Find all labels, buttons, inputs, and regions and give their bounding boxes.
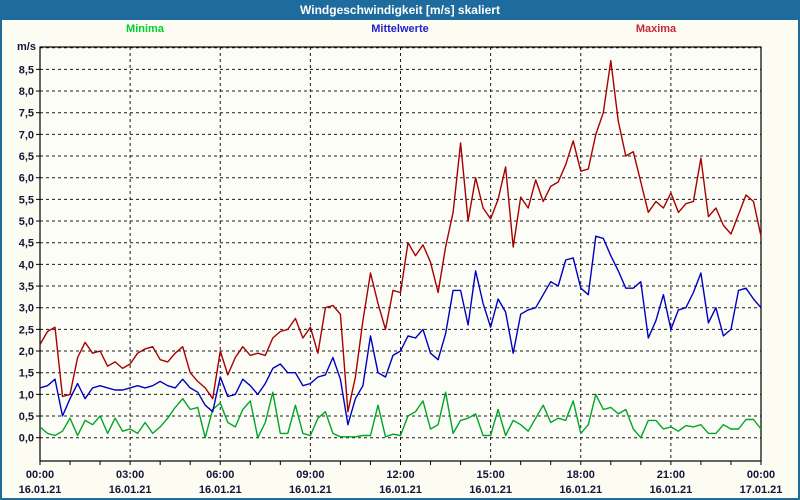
series-mittelwerte-line — [39, 235, 762, 426]
x-tick-date: 16.01.21 — [289, 484, 332, 496]
y-tick-label: 1,5 — [19, 368, 34, 380]
x-tick-date: 16.01.21 — [19, 484, 62, 496]
y-tick-label: 7,0 — [19, 129, 34, 141]
window-title: Windgeschwindigkeit [m/s] skaliert — [300, 3, 500, 17]
legend: Minima Mittelwerte Maxima — [2, 23, 798, 37]
y-tick-label: 8,5 — [19, 64, 34, 76]
y-tick-label: 3,5 — [19, 281, 34, 293]
x-tick-time: 03:00 — [116, 469, 144, 481]
y-tick-label: 5,5 — [19, 194, 34, 206]
x-tick-date: 16.01.21 — [469, 484, 512, 496]
y-tick-label: 2,5 — [19, 324, 34, 336]
y-tick-label: 4,0 — [19, 259, 34, 271]
y-tick-label: 6,5 — [19, 151, 34, 163]
x-tick-time: 00:00 — [747, 469, 775, 481]
x-tick-date: 16.01.21 — [649, 484, 692, 496]
x-tick-time: 00:00 — [26, 469, 54, 481]
y-tick-label: 0,0 — [19, 433, 34, 445]
legend-label-mittelwerte: Mittelwerte — [371, 23, 429, 35]
series-maxima-line — [39, 60, 762, 413]
x-tick-date: 16.01.21 — [379, 484, 422, 496]
x-tick-time: 21:00 — [657, 469, 685, 481]
x-tick-date: 17.01.21 — [740, 484, 783, 496]
y-tick-label: 2,0 — [19, 346, 34, 358]
legend-label-minima: Minima — [126, 23, 164, 35]
y-tick-label: 4,5 — [19, 238, 34, 250]
y-axis-unit: m/s — [17, 41, 36, 53]
x-tick-date: 16.01.21 — [559, 484, 602, 496]
y-tick-label: 3,0 — [19, 303, 34, 315]
title-bar[interactable]: Windgeschwindigkeit [m/s] skaliert — [2, 0, 798, 20]
x-tick-time: 15:00 — [477, 469, 505, 481]
x-tick-time: 12:00 — [386, 469, 414, 481]
x-tick-time: 18:00 — [567, 469, 595, 481]
y-tick-label: 1,0 — [19, 389, 34, 401]
x-tick-time: 09:00 — [296, 469, 324, 481]
wind-speed-chart: 0,0 0,5 1,0 1,5 2,0 2,5 3,0 3,5 4,0 4,5 5,0 5,5 6,0 6… — [17, 41, 783, 496]
y-tick-label: 0,5 — [19, 411, 34, 423]
y-tick-label: 8,0 — [19, 86, 34, 98]
series-minima-line — [39, 391, 762, 439]
y-tick-label: 6,0 — [19, 173, 34, 185]
x-tick-date: 16.01.21 — [199, 484, 242, 496]
y-tick-label: 7,5 — [19, 108, 34, 120]
legend-label-maxima: Maxima — [635, 23, 677, 35]
x-tick-date: 16.01.21 — [109, 484, 152, 496]
x-tick-time: 06:00 — [206, 469, 234, 481]
y-tick-label: 5,0 — [19, 216, 34, 228]
